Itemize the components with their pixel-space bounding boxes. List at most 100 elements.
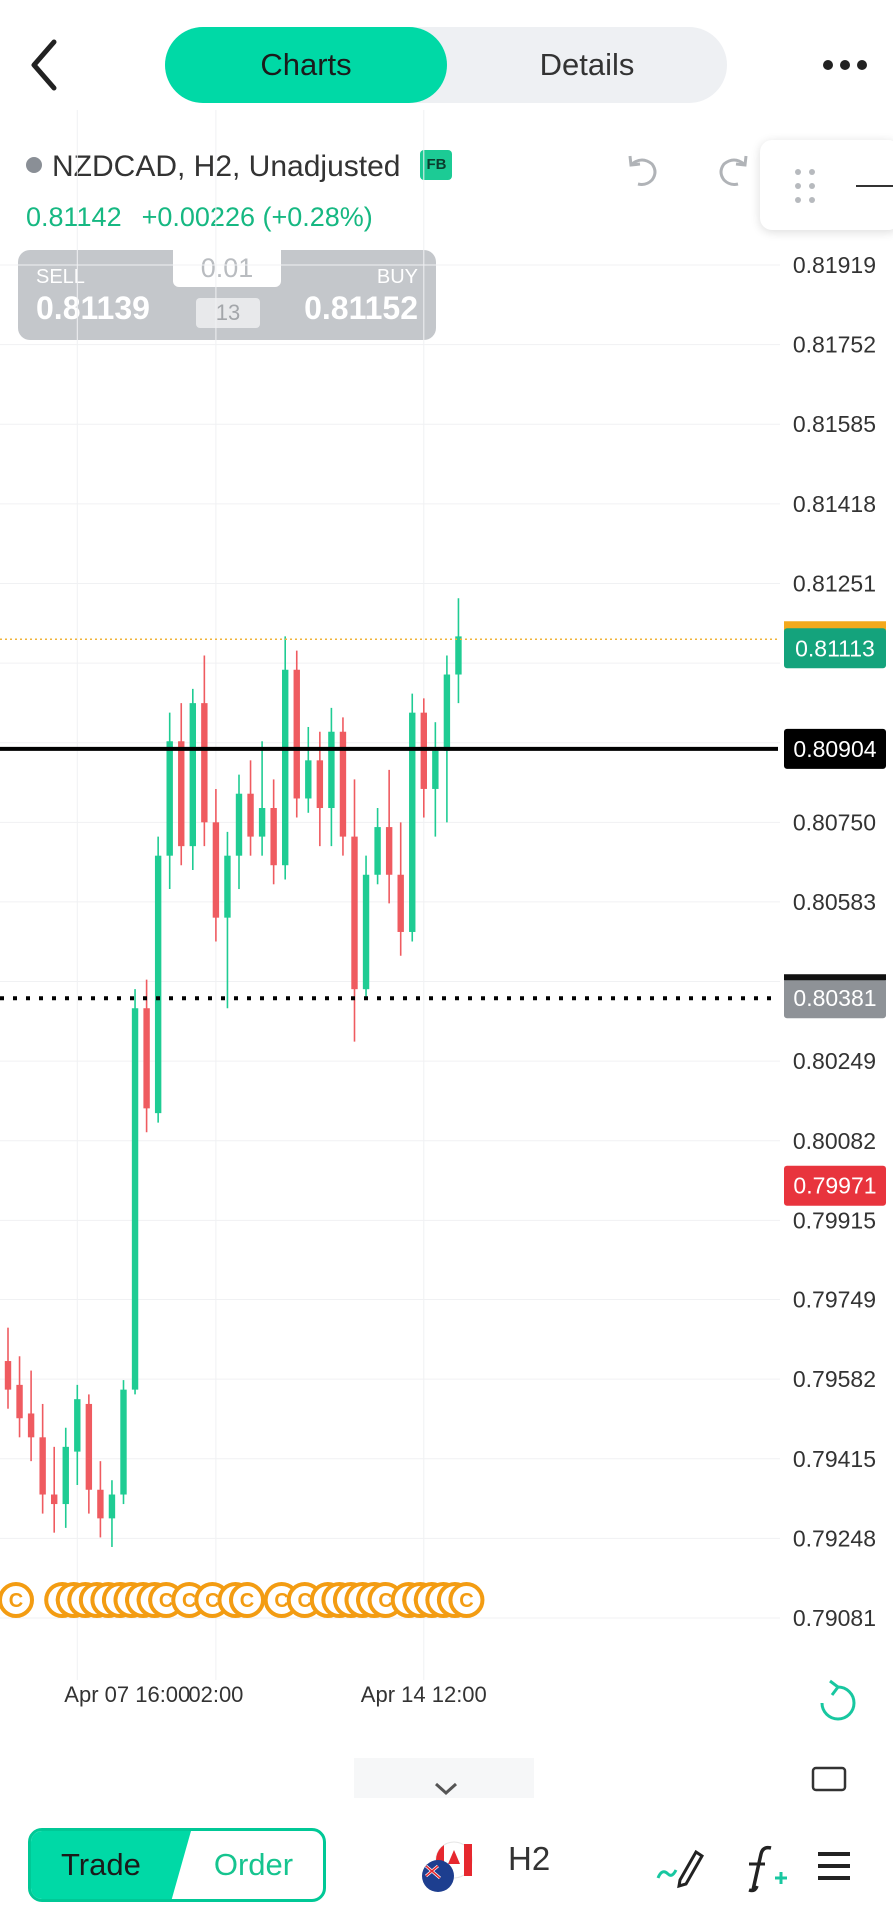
menu-icon[interactable] [812,1838,868,1894]
drawing-toolbar-card[interactable] [760,140,893,230]
candle-body [16,1384,23,1419]
dotted-line-tag: 0.80381 [784,978,886,1019]
alert-price-tag-label: 0.79971 [793,1173,876,1199]
dividend-marker-label: C [274,1590,288,1612]
dividend-marker-label: C [182,1590,196,1612]
y-tick-label: 0.80583 [793,889,876,915]
candle-body [397,874,404,932]
candle-body [166,741,173,856]
candle-body [51,1494,58,1505]
dividend-marker-label: C [159,1590,173,1612]
dotted-line-tag-label: 0.80381 [793,985,876,1011]
candle [247,760,254,856]
candle-body [189,703,196,847]
candle [62,1427,69,1528]
dividend-marker-label: C [240,1590,254,1612]
candle-body [443,674,451,751]
bottom-toolbar: Trade Order H2 [0,1810,893,1920]
candle [51,1446,58,1533]
fullscreen-icon[interactable] [811,1766,847,1792]
dotted-line-tag-bg [784,978,886,1019]
dividend-marker-label: C [205,1590,219,1612]
y-tick-label: 0.79582 [793,1366,876,1392]
candle [270,779,277,885]
candle [4,1327,12,1409]
y-tick-label: 0.79915 [793,1207,876,1233]
candle-body [282,669,289,866]
candle [432,722,439,837]
candle [74,1384,81,1485]
last-price: 0.81142 [26,202,122,232]
candle-body [27,1413,35,1438]
candle [282,636,289,880]
sell-price[interactable]: 0.81139 [36,290,150,326]
candle [339,717,347,856]
tab-charts[interactable]: Charts [165,27,447,103]
alert-price-tag: 0.79971 [784,1165,886,1206]
buy-label[interactable]: BUY [376,266,418,288]
buy-price[interactable]: 0.81152 [304,290,418,326]
candle [16,1356,23,1438]
y-tick-label: 0.81585 [793,411,876,437]
candle-body [351,836,358,990]
candles [4,598,462,1547]
timeframe-selector[interactable]: H2 [508,1840,551,1877]
candle [143,979,150,1133]
draw-tools-icon[interactable] [652,1838,708,1894]
y-tick-label: 0.81919 [793,252,876,278]
price-summary: 0.81142 +0.00226 (+0.28%) [26,202,393,233]
candle-body [97,1489,104,1519]
sell-label[interactable]: SELL [36,266,85,288]
reset-chart-icon[interactable] [820,1679,856,1721]
y-tick-label: 0.79081 [793,1605,876,1631]
candle [131,989,139,1395]
dividend-marker: C [0,1582,34,1618]
y-tick-label: 0.79749 [793,1287,876,1313]
candle [351,779,358,1042]
candle [293,650,300,818]
candle [397,822,404,956]
dividend-marker-label: C [298,1590,312,1612]
redo-icon[interactable] [712,148,756,192]
candle-body [270,808,277,866]
candle [328,707,335,847]
collapse-chevron-icon[interactable] [434,1782,458,1796]
candle-body [235,793,243,856]
status-dot-icon [26,157,42,174]
current-price-tag: 0.81113 [784,628,886,669]
more-options-icon[interactable] [820,50,870,80]
current-price-tag-bg [784,628,886,669]
order-button[interactable]: Order [213,1847,294,1882]
dividend-marker-label: C [9,1590,23,1612]
dividend-marker-label: C [378,1590,392,1612]
price-axis: 0.81919 0.81752 0.81585 0.81418 0.81251 0.807… [793,252,876,1631]
candle-body [4,1361,12,1390]
price-tags: 0.81113 0.79971 0.80904 0.80381 [784,621,886,1206]
undo-icon[interactable] [620,148,664,192]
candle [443,655,451,823]
y-tick-label: 0.80082 [793,1128,876,1154]
indicators-icon[interactable] [735,1838,791,1894]
candlestick-chart[interactable]: 0.81919 0.81752 0.81585 0.81418 0.81251 0.807… [0,110,893,1810]
candle-body [201,703,208,823]
y-tick-label: 0.80249 [793,1048,876,1074]
candle-body [374,827,381,875]
candle [374,808,381,885]
lot-size-input[interactable]: 0.01 [173,249,281,287]
candle [362,855,370,999]
alert-price-tag-bg [784,1165,886,1206]
y-tick-label: 0.81418 [793,491,876,517]
candle [305,726,312,813]
candle-body [143,1008,150,1109]
candle-body [258,808,266,837]
currency-pair-flags-icon[interactable] [418,1838,478,1898]
trade-button[interactable]: Trade [31,1831,191,1899]
tab-details[interactable]: Details [539,47,635,82]
x-tick-label: Apr 07 16:00 [64,1682,190,1707]
candle [189,688,196,870]
dividend-markers: CCCCCCCCCCCCCCCCCCCCCCCCCCCCC [0,1582,485,1618]
back-icon[interactable] [22,32,82,98]
candle-body [247,793,254,837]
candle [258,741,266,856]
candle-body [305,760,312,799]
